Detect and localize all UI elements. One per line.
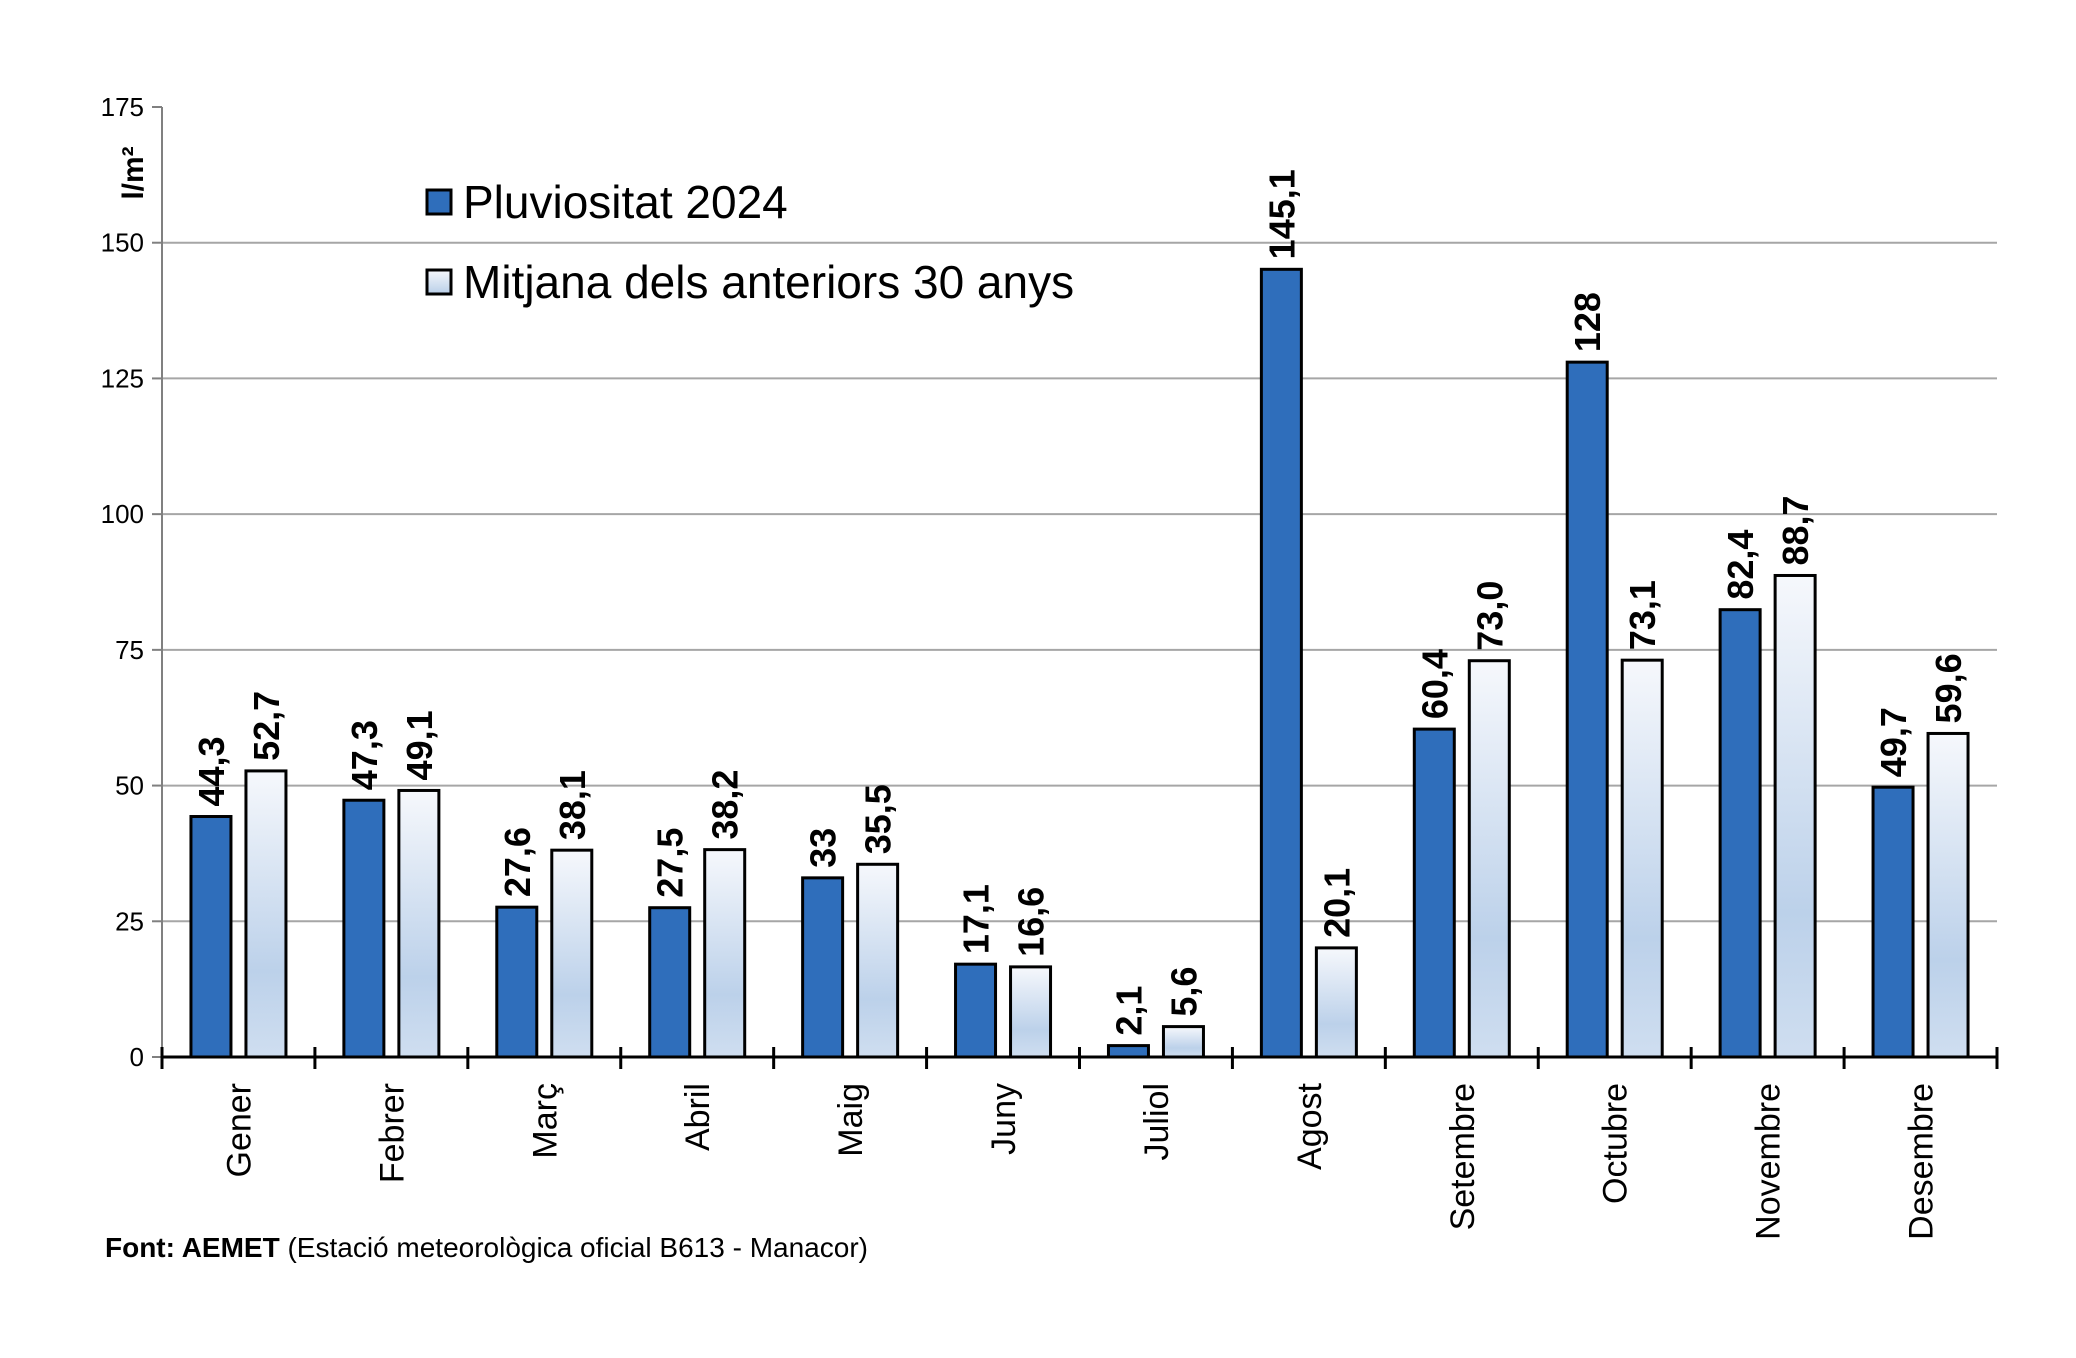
data-label: 16,6 — [1011, 887, 1052, 957]
legend: Pluviositat 2024 Mitjana dels anteriors 3… — [425, 176, 1074, 308]
bar-mitjana-30-anys — [1314, 946, 1358, 1059]
y-tick-label: 150 — [101, 228, 144, 258]
data-label: 27,5 — [650, 828, 691, 898]
x-tick-label: Desembre — [1903, 1083, 1941, 1240]
x-tick-label: Agost — [1291, 1082, 1329, 1169]
x-tick-label: Setembre — [1444, 1083, 1482, 1230]
source-footnote: Font: AEMET (Estació meteorològica ofici… — [105, 1232, 868, 1264]
data-label: 38,1 — [552, 770, 593, 840]
y-tick-label: 50 — [115, 771, 144, 801]
legend-swatch-mitjana-30-anys — [425, 268, 453, 296]
gridlines — [162, 241, 1997, 923]
bar-pluviositat-2024 — [1718, 608, 1762, 1059]
data-label: 35,5 — [858, 784, 899, 854]
x-tick-label: Abril — [679, 1083, 717, 1151]
y-tick-label: 0 — [130, 1042, 144, 1072]
x-tick-label: Maig — [832, 1083, 870, 1157]
data-label: 73,1 — [1622, 580, 1663, 650]
bar-pluviositat-2024 — [954, 962, 998, 1059]
legend-swatch-pluviositat-2024 — [425, 188, 453, 216]
y-tick-label: 125 — [101, 363, 144, 393]
y-tick-label: 175 — [101, 92, 144, 122]
x-tick-label: Octubre — [1597, 1083, 1635, 1204]
data-label: 128 — [1567, 292, 1608, 352]
y-axis-label: l/m² — [117, 146, 150, 199]
data-label: 20,1 — [1316, 868, 1357, 938]
bar-mitjana-30-anys — [1926, 731, 1970, 1059]
x-tick-label: Gener — [220, 1083, 258, 1178]
bar-mitjana-30-anys — [244, 769, 288, 1059]
legend-label: Mitjana dels anteriors 30 anys — [463, 256, 1074, 308]
bar-mitjana-30-anys — [1009, 965, 1053, 1059]
data-label: 33 — [803, 828, 844, 868]
data-label: 49,1 — [399, 710, 440, 780]
data-label: 59,6 — [1928, 653, 1969, 723]
x-tick-label: Febrer — [373, 1083, 411, 1183]
data-label: 49,7 — [1873, 707, 1914, 777]
data-label: 5,6 — [1163, 967, 1204, 1017]
bar-mitjana-30-anys — [1467, 659, 1511, 1059]
y-tick-label: 25 — [115, 906, 144, 936]
axes: 0 25 50 75 100 125 150 175 l/m² Gener Febrer Març Ab… — [101, 92, 1999, 1240]
data-label: 82,4 — [1720, 530, 1761, 600]
y-tick-label: 75 — [115, 635, 144, 665]
bar-mitjana-30-anys — [1161, 1025, 1205, 1059]
bar-mitjana-30-anys — [703, 848, 747, 1059]
x-tick-label: Març — [526, 1083, 564, 1159]
data-label: 73,0 — [1469, 581, 1510, 651]
bar-pluviositat-2024 — [1412, 727, 1456, 1059]
x-tick-label: Novembre — [1750, 1083, 1788, 1240]
bar-pluviositat-2024 — [342, 798, 386, 1059]
bar-pluviositat-2024 — [648, 906, 692, 1059]
bar-mitjana-30-anys — [856, 862, 900, 1059]
footnote-source: Font: AEMET — [105, 1232, 280, 1263]
data-label: 88,7 — [1775, 495, 1816, 565]
bar-pluviositat-2024 — [1259, 267, 1303, 1059]
data-label: 145,1 — [1261, 169, 1302, 259]
bar-mitjana-30-anys — [397, 788, 441, 1059]
bar-pluviositat-2024 — [495, 905, 539, 1059]
data-label: 47,3 — [344, 720, 385, 790]
data-labels: 44,3 47,3 27,6 27,5 33 17,1 2,1 145,1 60,4 128 82,… — [191, 169, 1969, 1035]
bar-pluviositat-2024 — [1106, 1044, 1150, 1059]
data-label: 60,4 — [1414, 649, 1455, 719]
data-label: 2,1 — [1108, 986, 1149, 1036]
bar-mitjana-30-anys — [1773, 573, 1817, 1059]
bar-pluviositat-2024 — [1565, 360, 1609, 1059]
bar-mitjana-30-anys — [550, 848, 594, 1059]
legend-label: Pluviositat 2024 — [463, 176, 788, 228]
data-label: 52,7 — [246, 691, 287, 761]
y-tick-label: 100 — [101, 499, 144, 529]
bar-pluviositat-2024 — [801, 876, 845, 1059]
bar-mitjana-30-anys — [1620, 658, 1664, 1059]
data-label: 44,3 — [191, 736, 232, 806]
footnote-detail: (Estació meteorològica oficial B613 - Ma… — [279, 1232, 868, 1263]
data-label: 27,6 — [497, 827, 538, 897]
bars — [189, 267, 1970, 1059]
x-tick-label: Juny — [985, 1083, 1023, 1155]
bar-pluviositat-2024 — [1871, 785, 1915, 1059]
bar-pluviositat-2024 — [189, 815, 233, 1059]
x-tick-label: Juliol — [1138, 1083, 1176, 1160]
data-label: 17,1 — [956, 884, 997, 954]
data-label: 38,2 — [705, 770, 746, 840]
